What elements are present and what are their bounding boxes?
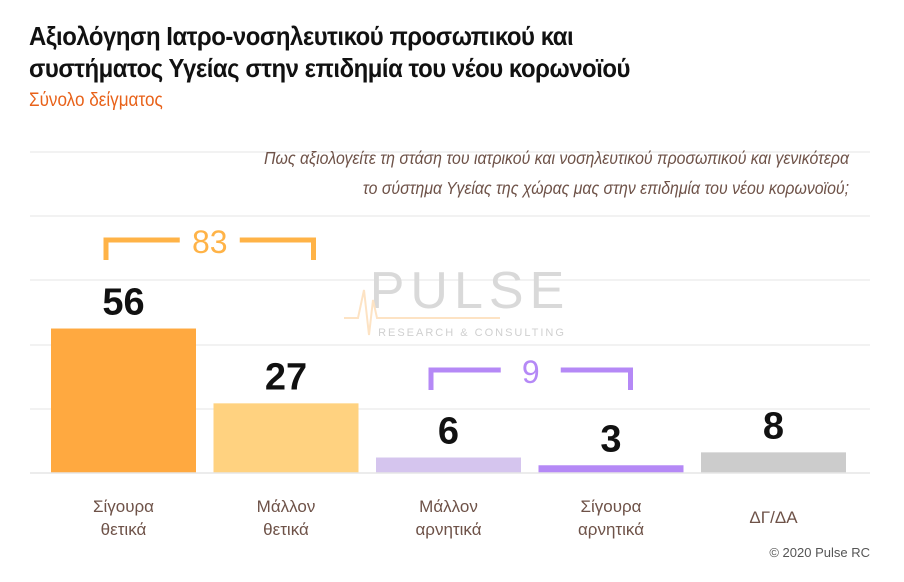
title-line-2: συστήματος Υγείας στην επιδημία του νέου… [29,53,630,83]
bar [376,457,521,473]
question-line-2: το σύστημα Υγείας της χώρας μας στην επι… [362,178,849,198]
question-text: Πως αξιολογείτε τη στάση του ιατρικού κα… [127,143,849,203]
group-total-label: 9 [522,354,540,390]
data-label: 8 [763,405,784,447]
category-label: θετικά [263,520,309,539]
watermark-pulse-icon [344,289,500,336]
bar [538,465,684,473]
group-bracket-right [239,237,316,260]
data-label: 6 [438,411,459,453]
watermark-logo: PULSE [370,262,571,320]
bar [701,452,846,473]
group-bracket-left [428,367,501,390]
group-bracket-right [560,367,633,390]
data-label: 27 [265,356,307,398]
category-label: αρνητικά [578,520,644,539]
watermark-tagline: RESEARCH & CONSULTING [378,327,566,339]
category-label: Μάλλον [419,497,478,516]
category-label: Μάλλον [257,497,316,516]
category-label: Σίγουρα [580,497,641,516]
category-label: ΔΓ/ΔΑ [749,508,798,527]
chart-title: Αξιολόγηση Ιατρο-νοσηλευτικού προσωπικού… [29,20,630,84]
title-line-1: Αξιολόγηση Ιατρο-νοσηλευτικού προσωπικού… [29,21,574,51]
bar [51,328,196,473]
data-label: 3 [600,418,621,460]
subtitle: Σύνολο δείγματος [29,90,163,111]
bar [213,403,359,473]
data-label: 56 [102,282,144,324]
group-total-label: 83 [192,224,228,260]
category-label: Σίγουρα [93,497,154,516]
copyright: © 2020 Pulse RC [769,545,870,560]
category-label: θετικά [101,520,147,539]
category-label: αρνητικά [415,520,481,539]
question-line-1: Πως αξιολογείτε τη στάση του ιατρικού κα… [264,148,849,168]
group-bracket-left [103,237,180,260]
